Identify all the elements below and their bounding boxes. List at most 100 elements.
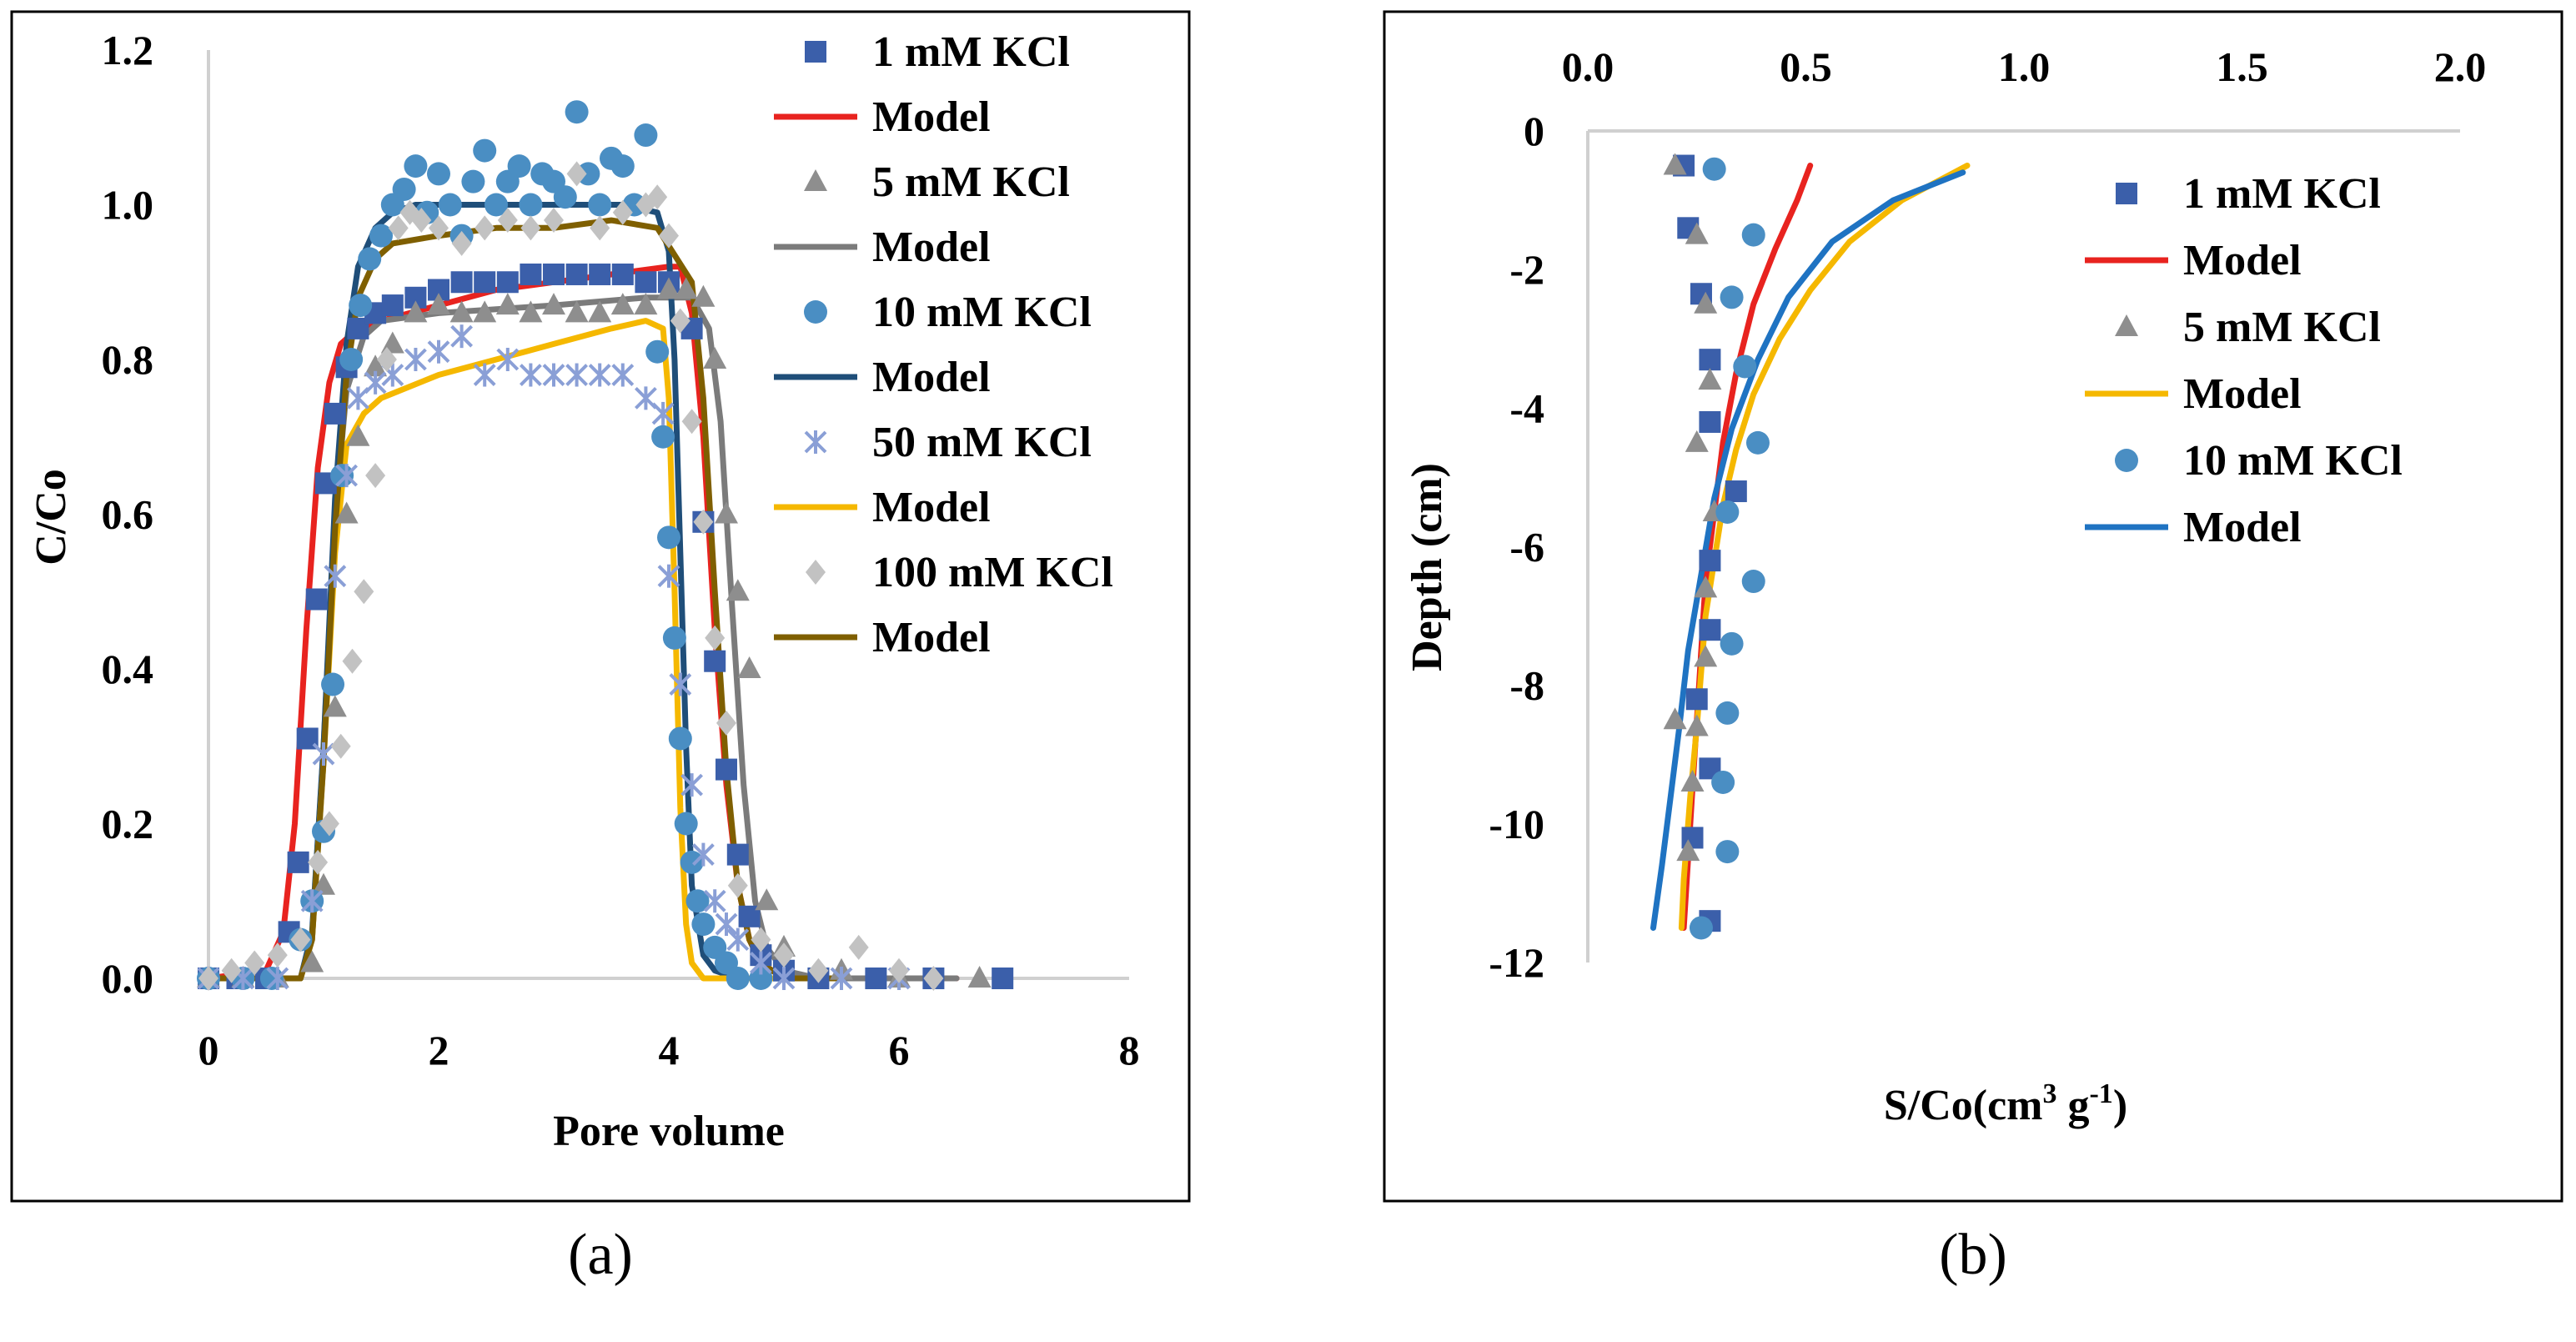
panel-b-x-axis-label: S/Co(cm3 g-1) [1884, 1078, 2127, 1129]
b-data-point [1715, 500, 1740, 524]
a-data-point [726, 843, 749, 866]
a-legend-marker-swatch [804, 430, 827, 454]
b-data-point [1733, 354, 1757, 379]
panel-b-plot-area [1650, 153, 1971, 940]
a-data-point [324, 402, 346, 425]
panel-b-axes [1586, 129, 2460, 963]
panel-a-y-axis-label: C/Co [28, 469, 75, 565]
a-data-point [449, 300, 474, 323]
panel-b-x-label-end: ) [2113, 1082, 2127, 1129]
panel-b-ticks: 0.0 0.5 1.0 1.5 2.0 0 -2 -4 -6 -8 -10 -12 [1489, 43, 2486, 986]
a-data-point [221, 957, 242, 983]
a-data-point [923, 966, 944, 991]
a-data-point [565, 263, 588, 285]
a-data-point [680, 773, 704, 797]
b-series-5-mm-kcl [1663, 153, 1726, 862]
b-data-point [1699, 619, 1721, 641]
a-data-point [774, 942, 794, 968]
a-data-point [365, 463, 386, 489]
a-data-point [588, 300, 612, 323]
a-data-point [544, 208, 564, 234]
b-data-point [1702, 157, 1726, 181]
a-data-point [610, 293, 635, 315]
b-legend-marker-swatch [2116, 183, 2137, 204]
a-data-point [749, 951, 772, 975]
a-data-point [305, 588, 328, 611]
b-legend-label: 10 mM KCl [2183, 437, 2403, 485]
b-data-point [1741, 570, 1765, 594]
a-data-point [726, 927, 750, 952]
a-data-point [427, 162, 450, 186]
a-data-point [716, 710, 736, 736]
b-legend-marker-swatch [2115, 314, 2138, 336]
b-data-point [1725, 480, 1747, 503]
a-data-point [967, 966, 992, 988]
a-data-point [324, 564, 347, 588]
a-data-point [808, 957, 829, 983]
b-series-10-mm-kcl [1689, 157, 1770, 940]
a-data-point [349, 294, 373, 318]
b-data-point [1699, 349, 1721, 371]
a-data-point [657, 564, 680, 588]
a-data-point [651, 425, 675, 449]
a-data-point [267, 942, 288, 968]
a-data-point [565, 300, 589, 323]
a-data-point [244, 950, 265, 976]
a-data-point [726, 967, 750, 990]
b-data-point [1680, 769, 1705, 792]
a-y-tick-label: 1.2 [102, 27, 154, 73]
a-y-tick-label: 0.6 [102, 491, 154, 538]
a-data-point [429, 215, 449, 241]
panel-b-x-label-sup1: 3 [2042, 1078, 2056, 1109]
a-y-tick-label: 0.8 [102, 336, 154, 383]
a-data-point [691, 842, 715, 867]
a-x-tick-label: 0 [198, 1027, 219, 1073]
b-data-point [1685, 688, 1708, 711]
a-legend-marker-swatch [804, 169, 827, 191]
a-data-point [321, 672, 345, 696]
a-data-point [749, 967, 773, 990]
a-data-point [705, 625, 726, 651]
a-data-point [381, 294, 404, 317]
a-data-point [300, 889, 324, 913]
b-data-point [1699, 550, 1721, 572]
a-data-point [565, 363, 589, 387]
a-data-point [693, 509, 714, 535]
b-data-point [1685, 222, 1709, 244]
a-data-point [543, 263, 565, 285]
a-data-point [354, 579, 374, 605]
a-data-point [588, 193, 612, 217]
b-y-tick-label: -8 [1509, 662, 1544, 709]
a-data-point [369, 224, 393, 248]
a-data-point [751, 927, 771, 952]
a-data-point [308, 849, 329, 875]
a-data-point [520, 263, 542, 285]
panel-a-legend: 1 mM KCl Model 5 mM KCl Model 10 mM KCl Model… [774, 28, 1113, 661]
a-data-point [634, 123, 658, 148]
a-data-point [520, 215, 541, 241]
a-data-point [716, 758, 737, 781]
a-data-point [865, 968, 887, 989]
b-data-point [1720, 285, 1744, 309]
a-data-point [674, 812, 698, 836]
a-data-point [495, 293, 520, 315]
a-data-point [376, 347, 397, 372]
a-data-point [635, 271, 657, 294]
a-data-point [715, 501, 738, 524]
a-legend-marker-swatch [806, 560, 826, 585]
b-x-tick-label: 0.0 [1562, 43, 1614, 90]
a-data-point [670, 308, 690, 334]
a-data-point [473, 300, 497, 323]
a-data-point [691, 912, 716, 937]
a-data-point [848, 934, 869, 960]
a-data-point [662, 626, 686, 650]
a-x-tick-label: 6 [889, 1027, 910, 1073]
b-y-tick-label: -6 [1509, 524, 1544, 570]
a-data-point [566, 161, 587, 187]
b-data-point [1694, 645, 1718, 667]
a-data-point [475, 215, 495, 241]
b-legend-label: 5 mM KCl [2183, 304, 2381, 351]
b-data-point [1741, 223, 1765, 247]
a-data-point [290, 927, 311, 952]
a-data-point [496, 348, 520, 371]
